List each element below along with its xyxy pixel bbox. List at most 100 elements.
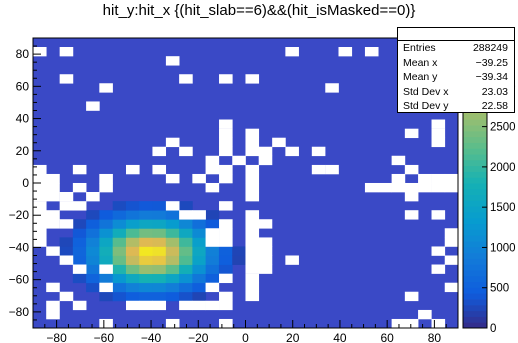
palette-band [463,258,487,265]
x-tick-label: −80 [46,331,67,343]
empty-bin [46,192,60,202]
heatmap-cell [165,219,180,229]
heatmap-cell [165,210,180,220]
empty-bin [99,173,113,184]
empty-bin [179,74,193,84]
empty-bin [245,255,260,265]
x-tick-label: 40 [333,331,347,343]
heatmap-cell [99,273,114,284]
empty-bin [152,146,167,157]
empty-bin [72,164,87,175]
empty-bin [391,155,406,166]
palette-band [463,177,487,184]
empty-bin [232,155,246,166]
heatmap-cell [139,255,153,265]
heatmap-cell [112,255,127,265]
palette-band [463,299,487,306]
palette-band [463,212,487,219]
heatmap-cell [59,237,74,247]
empty-bin [258,246,273,256]
empty-bin [404,192,419,202]
empty-bin [431,137,446,148]
heatmap-cell [139,201,153,211]
empty-bin [431,128,446,139]
heatmap-cell [86,228,100,238]
heatmap-cell [139,219,153,229]
empty-bin [32,228,47,238]
heatmap-cell [232,255,246,265]
palette-band [463,270,487,277]
heatmap-cell [125,219,140,229]
empty-bin [245,264,260,274]
empty-bin [311,164,326,175]
heatmap-cell [112,210,127,220]
chart-title: hit_y:hit_x {(hit_slab==6)&&(hit_isMaske… [102,2,416,19]
heatmap-cell [72,273,87,284]
heatmap-cell [179,219,193,229]
heatmap-cell [99,219,114,229]
heatmap-cell [139,246,153,256]
x-tick-label: 20 [286,331,300,343]
heatmap-cell [152,219,167,229]
palette-band [463,206,487,213]
empty-bin [165,173,180,184]
empty-bin [431,173,446,184]
empty-bin [285,146,299,157]
empty-bin [418,182,432,193]
empty-bin [219,273,233,284]
heatmap-cell [125,246,140,256]
palette-band [463,200,487,207]
palette-band [463,194,487,201]
heatmap-cell [205,219,220,229]
x-tick-label: 80 [428,331,442,343]
empty-bin [32,192,47,202]
empty-bin [391,173,406,184]
palette-band [463,148,487,155]
heatmap-cell [192,264,207,275]
empty-bin [245,246,260,256]
palette-band [463,119,487,126]
heatmap-cell [139,273,153,284]
empty-bin [391,318,406,329]
heatmap-cell [139,228,153,238]
heatmap-cell [86,264,100,275]
empty-bin [205,282,220,293]
palette-band [463,217,487,225]
stats-value: −39.34 [475,71,508,83]
heatmap-cell [112,228,127,238]
empty-bin [444,282,459,293]
empty-bin [205,300,220,311]
heatmap-cell [112,219,127,229]
empty-bin [86,192,100,202]
empty-bin [378,182,392,193]
y-tick-label: −40 [9,240,30,254]
heatmap-cell [205,255,220,265]
heatmap-cell [179,246,193,256]
empty-bin [219,128,233,139]
empty-bin [46,182,60,193]
heatmap-cell [165,291,180,302]
heatmap-cell [86,273,100,284]
palette-band [463,130,487,138]
empty-bin [179,300,193,311]
empty-bin [431,246,446,256]
stats-row: Std Dev y 22.58 [398,99,514,114]
heatmap-cell [72,255,87,265]
palette-band [463,142,487,149]
heatmap-cell [99,255,114,265]
heatmap-cell [192,237,207,247]
empty-bin [404,318,419,329]
stats-row: Mean x −39.25 [398,56,514,71]
empty-bin [219,219,233,229]
heatmap-cell [72,237,87,247]
empty-bin [59,219,74,229]
y-tick-label: 0 [22,176,29,190]
empty-bin [46,173,60,184]
empty-bin [245,128,260,139]
empty-bin [245,228,260,238]
heatmap-cell [179,264,193,275]
empty-bin [325,164,339,175]
empty-bin [72,300,87,311]
empty-bin [59,291,74,302]
empty-bin [99,83,113,93]
